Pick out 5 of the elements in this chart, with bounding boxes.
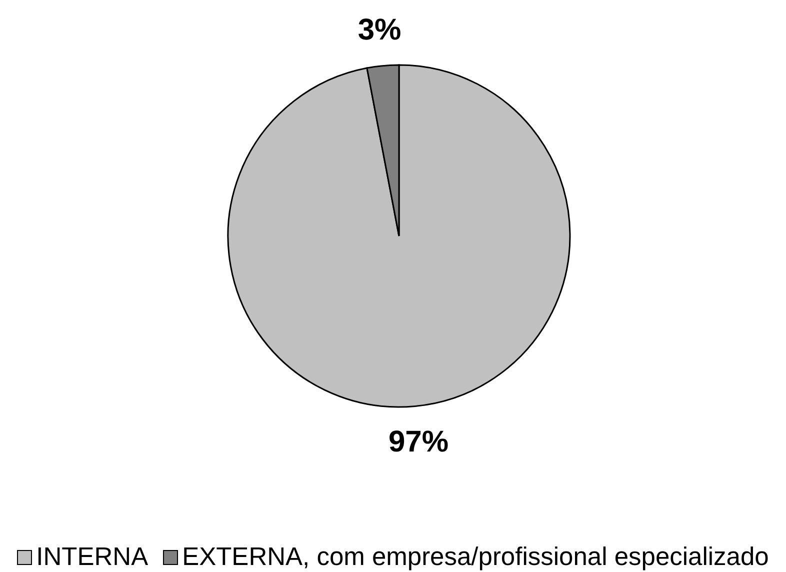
legend-label: INTERNA [36,543,148,572]
pie-slice [227,64,571,408]
data-label: 3% [358,13,402,46]
legend-label: EXTERNA, com empresa/profissional especializado [182,543,769,572]
data-label: 97% [388,426,449,459]
